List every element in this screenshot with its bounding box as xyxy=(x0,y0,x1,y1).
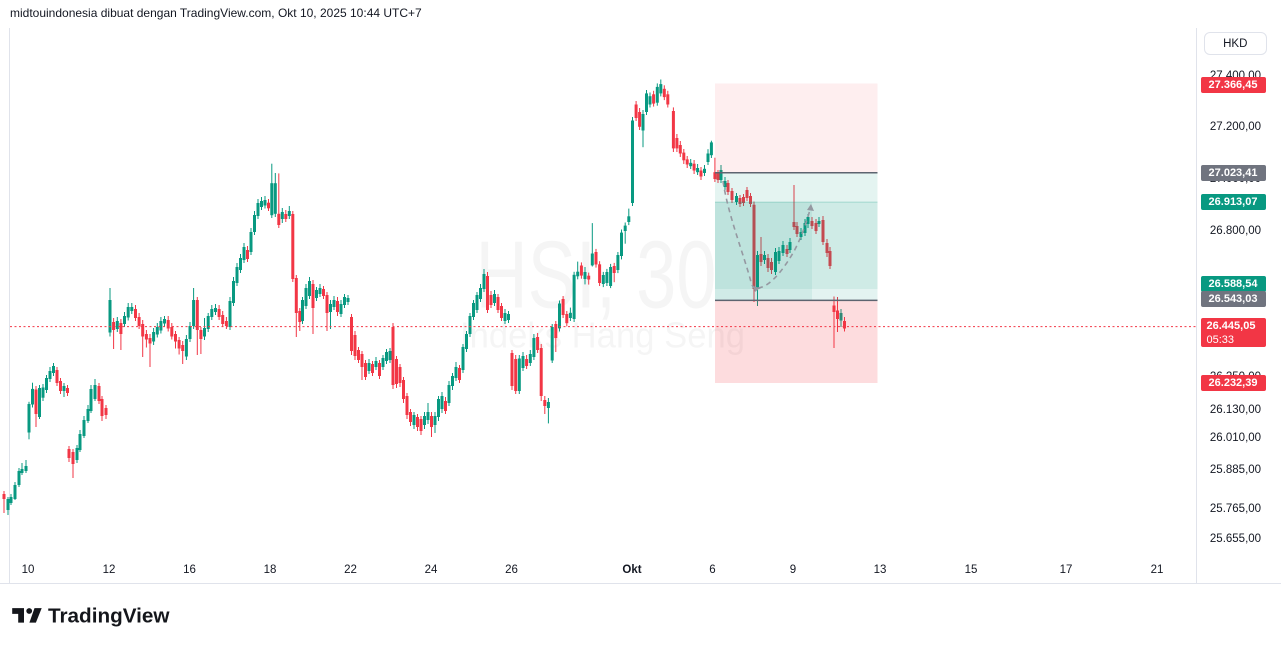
svg-text:TradingView: TradingView xyxy=(48,605,170,627)
svg-text:HSI, 30: HSI, 30 xyxy=(476,222,717,329)
svg-text:Indeks Hang Seng: Indeks Hang Seng xyxy=(460,315,745,356)
